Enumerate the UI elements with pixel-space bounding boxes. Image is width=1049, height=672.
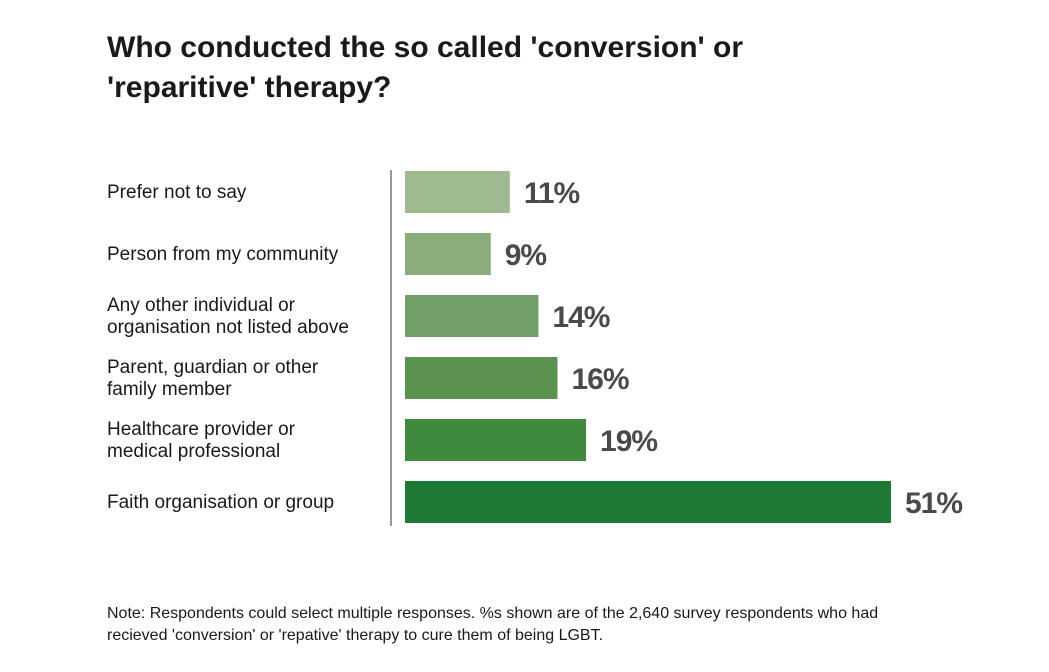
category-label-0: Prefer not to say bbox=[107, 182, 247, 203]
category-label-line: Faith organisation or group bbox=[107, 492, 334, 513]
category-label-4: Healthcare provider or medical profession… bbox=[107, 419, 296, 462]
chart-title: Who conducted the so called 'conversion'… bbox=[107, 31, 744, 104]
bar-4 bbox=[405, 419, 587, 461]
chart-note: Note: Respondents could select multiple … bbox=[107, 605, 879, 644]
value-label-4: 19% bbox=[600, 425, 657, 458]
category-label-line: Any other individual or bbox=[107, 295, 296, 316]
category-label-line: Parent, guardian or other bbox=[107, 357, 319, 378]
value-label-0: 11% bbox=[524, 177, 580, 210]
value-label-1: 9% bbox=[505, 239, 547, 272]
bar-2 bbox=[405, 295, 539, 337]
category-label-line: organisation not listed above bbox=[107, 317, 349, 338]
value-label-3: 16% bbox=[571, 363, 628, 396]
category-label-line: Prefer not to say bbox=[107, 182, 247, 203]
category-label-1: Person from my community bbox=[107, 244, 339, 265]
value-label-5: 51% bbox=[905, 487, 962, 520]
bar-3 bbox=[405, 357, 558, 399]
bar-5 bbox=[405, 481, 891, 523]
bars-layer: 11% Prefer not to say 9% Person from my com… bbox=[107, 171, 963, 523]
category-label-2: Any other individual or organisation not … bbox=[107, 295, 349, 338]
category-label-line: Person from my community bbox=[107, 244, 339, 265]
category-label-line: medical professional bbox=[107, 441, 280, 462]
bar-0 bbox=[405, 171, 510, 213]
category-label-5: Faith organisation or group bbox=[107, 492, 334, 513]
category-label-line: Healthcare provider or bbox=[107, 419, 296, 440]
category-label-3: Parent, guardian or other family member bbox=[107, 357, 319, 400]
category-label-line: family member bbox=[107, 379, 232, 400]
bar-1 bbox=[405, 233, 491, 275]
value-label-2: 14% bbox=[552, 301, 609, 334]
